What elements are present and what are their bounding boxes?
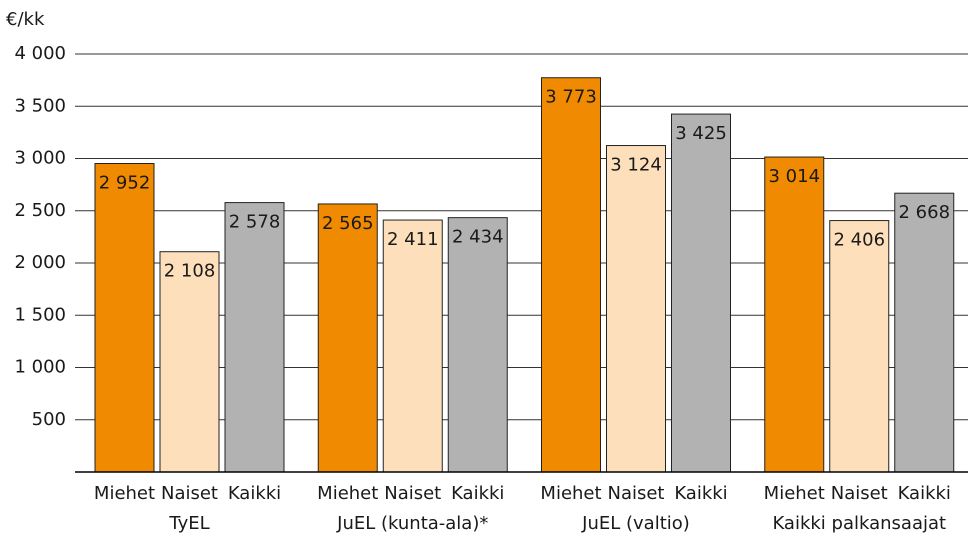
bar (671, 113, 731, 473)
value-label: 2 108 (164, 261, 216, 282)
bar (829, 220, 890, 473)
y-tick-label: 3 500 (14, 95, 66, 116)
group-label: JuEL (valtio) (581, 513, 690, 534)
x-tick-label: Miehet (540, 483, 601, 504)
value-label: 3 124 (610, 155, 662, 176)
group-label: Kaikki palkansaajat (772, 513, 946, 534)
y-axis-title: €/kk (6, 9, 45, 30)
x-tick-label: Kaikki (228, 483, 281, 504)
x-tick-label: Naiset (384, 483, 441, 504)
x-tick-label: Kaikki (674, 483, 727, 504)
group-label: JuEL (kunta-ala)* (336, 513, 488, 534)
y-tick-label: 3 000 (14, 148, 66, 169)
y-tick-label: 1 500 (14, 304, 66, 325)
x-tick-label: Kaikki (451, 483, 504, 504)
value-label: 2 406 (833, 230, 885, 251)
y-tick-label: 4 000 (14, 43, 66, 64)
bar (764, 156, 825, 473)
value-label: 2 578 (229, 212, 281, 233)
x-tick-label: Miehet (764, 483, 825, 504)
value-label: 2 411 (387, 229, 439, 250)
bar (224, 202, 285, 473)
bar (606, 145, 666, 473)
bar (447, 217, 508, 473)
group-label: TyEL (168, 513, 209, 534)
x-tick-label: Miehet (317, 483, 378, 504)
x-tick-label: Naiset (607, 483, 664, 504)
y-tick-label: 2 500 (14, 200, 66, 221)
bar (94, 163, 155, 473)
value-label: 3 014 (768, 166, 820, 187)
value-label: 2 434 (452, 227, 504, 248)
bar (894, 192, 955, 473)
x-tick-label: Kaikki (898, 483, 951, 504)
bar (541, 77, 601, 473)
bar (159, 251, 220, 473)
value-label: 2 952 (99, 173, 151, 194)
x-tick-label: Naiset (831, 483, 888, 504)
value-label: 2 565 (322, 213, 374, 234)
x-tick-label: Miehet (94, 483, 155, 504)
bar (317, 203, 378, 473)
y-tick-label: 500 (32, 409, 66, 430)
value-label: 3 425 (675, 123, 727, 144)
y-tick-label: 2 000 (14, 252, 66, 273)
x-tick-label: Naiset (161, 483, 218, 504)
y-tick-label: 1 000 (14, 357, 66, 378)
bar (382, 219, 443, 473)
value-label: 3 773 (545, 87, 597, 108)
value-label: 2 668 (898, 202, 950, 223)
